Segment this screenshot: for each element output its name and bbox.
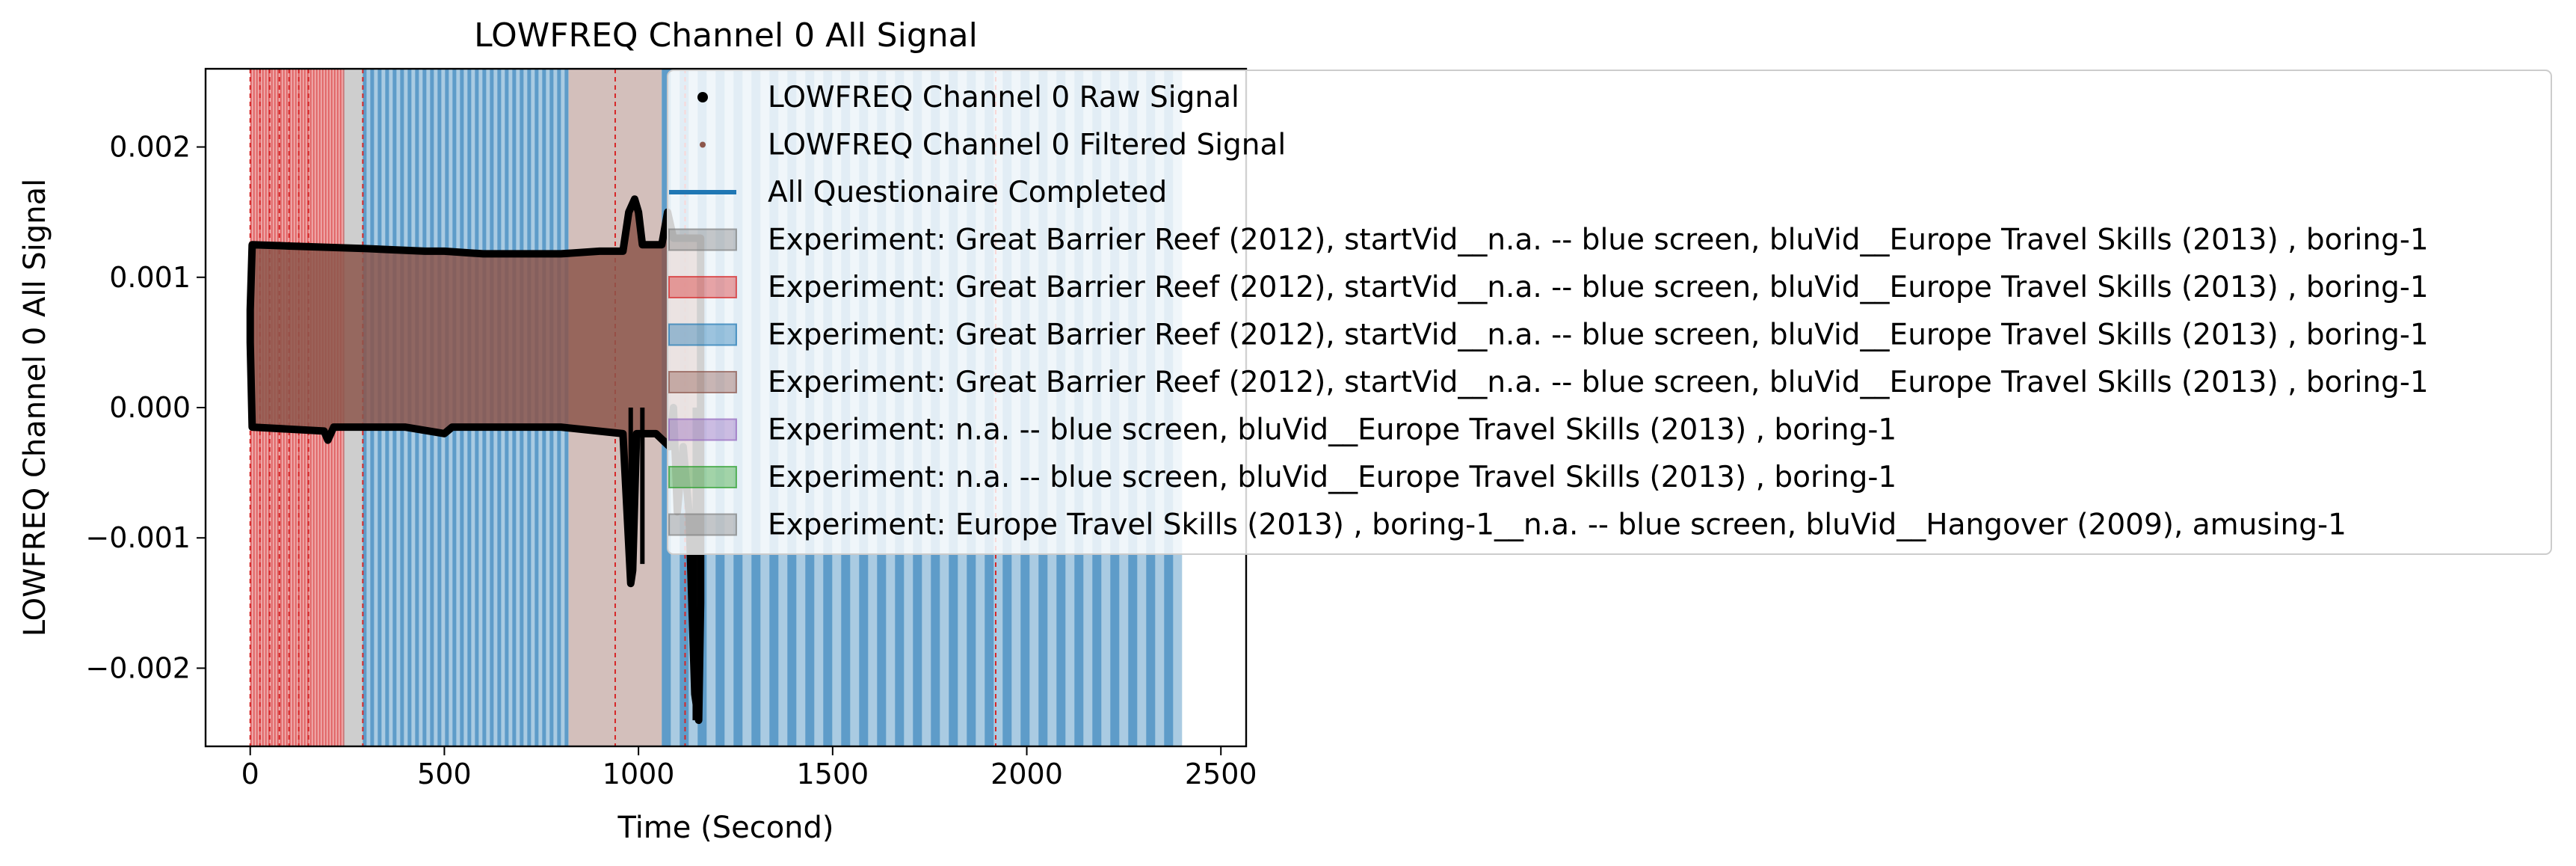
y-tick-label: 0.002: [109, 131, 191, 164]
legend-entry: Experiment: n.a. -- blue screen, bluVid_…: [668, 461, 1896, 494]
legend-entry: Experiment: Great Barrier Reef (2012), s…: [668, 319, 2429, 352]
x-tick-label: 2500: [1185, 758, 1257, 790]
legend-entry: Experiment: Great Barrier Reef (2012), s…: [668, 224, 2429, 257]
legend-label: Experiment: n.a. -- blue screen, bluVid_…: [768, 414, 1896, 447]
y-tick-label: −0.001: [85, 521, 191, 554]
legend-label: Experiment: Great Barrier Reef (2012), s…: [768, 319, 2429, 352]
legend-frame: [667, 70, 2552, 555]
legend-label: LOWFREQ Channel 0 Filtered Signal: [768, 129, 1286, 162]
y-tick-label: 0.001: [109, 261, 191, 294]
legend-label: All Questionaire Completed: [768, 176, 1167, 209]
legend-swatch: [668, 466, 737, 488]
legend-swatch: [668, 513, 737, 536]
x-tick-label: 1500: [796, 758, 869, 790]
legend-swatch: [668, 323, 737, 346]
legend-entry: Experiment: Great Barrier Reef (2012), s…: [668, 366, 2429, 399]
legend-entry: LOWFREQ Channel 0 Filtered Signal: [700, 129, 1286, 162]
legend-swatch: [697, 92, 708, 102]
x-tick-label: 0: [241, 758, 259, 790]
legend-label: Experiment: Great Barrier Reef (2012), s…: [768, 366, 2429, 399]
legend-label: LOWFREQ Channel 0 Raw Signal: [768, 81, 1239, 114]
legend-swatch: [668, 276, 737, 298]
x-tick-label: 500: [417, 758, 472, 790]
legend: LOWFREQ Channel 0 Raw Signal LOWFREQ Chan…: [667, 70, 2552, 555]
y-tick-label: 0.000: [109, 391, 191, 424]
x-tick-label: 2000: [990, 758, 1063, 790]
legend-swatch: [700, 141, 706, 148]
legend-label: Experiment: n.a. -- blue screen, bluVid_…: [768, 461, 1896, 494]
legend-label: Experiment: Great Barrier Reef (2012), s…: [768, 224, 2429, 257]
legend-entry: Experiment: Great Barrier Reef (2012), s…: [668, 271, 2429, 304]
legend-entry: Experiment: n.a. -- blue screen, bluVid_…: [668, 414, 1896, 447]
x-tick-label: 1000: [603, 758, 675, 790]
legend-swatch: [668, 418, 737, 441]
legend-swatch: [668, 228, 737, 251]
x-axis-label: Time (Second): [617, 811, 833, 845]
y-axis-ticks: −0.002 −0.001 0.000 0.001 0.002: [85, 131, 206, 684]
legend-entry: All Questionaire Completed: [669, 176, 1167, 209]
signal-series: [246, 195, 705, 725]
chart-title: LOWFREQ Channel 0 All Signal: [474, 16, 978, 55]
y-axis-label: LOWFREQ Channel 0 All Signal: [18, 179, 52, 636]
legend-label: Experiment: Great Barrier Reef (2012), s…: [768, 271, 2429, 304]
x-axis-ticks: 0 500 1000 1500 2000 2500: [241, 746, 1257, 790]
y-tick-label: −0.002: [85, 651, 191, 684]
legend-entry: Experiment: Europe Travel Skills (2013) …: [668, 509, 2347, 542]
legend-swatch: [668, 371, 737, 393]
legend-label: Experiment: Europe Travel Skills (2013) …: [768, 509, 2347, 542]
legend-entry: LOWFREQ Channel 0 Raw Signal: [697, 81, 1239, 114]
